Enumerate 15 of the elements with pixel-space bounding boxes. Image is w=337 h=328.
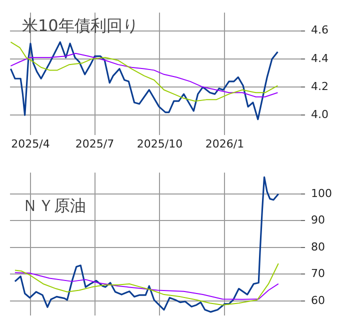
y-tick-label: 70 xyxy=(311,267,325,280)
chart-title: 米10年債利回り xyxy=(22,16,138,35)
y-tick-label: 60 xyxy=(311,294,325,307)
x-tick-label: 2025/10 xyxy=(136,137,183,150)
x-tick-label: 2025/7 xyxy=(75,137,114,150)
text: ＮＹ原油 xyxy=(22,196,86,215)
y-tick-label: 4.0 xyxy=(311,108,328,121)
y-tick-label: 100 xyxy=(311,186,332,200)
y-tick-label: 4.4 xyxy=(311,52,328,65)
x-tick-label: 2025/4 xyxy=(11,137,50,150)
x-tick-label: 2026/1 xyxy=(205,137,244,150)
y-tick-label: 80 xyxy=(311,240,325,254)
y-tick-label: 90 xyxy=(311,214,325,227)
y-tick-label: 4.6 xyxy=(311,24,328,37)
y-tick-label: 4.2 xyxy=(311,80,328,93)
